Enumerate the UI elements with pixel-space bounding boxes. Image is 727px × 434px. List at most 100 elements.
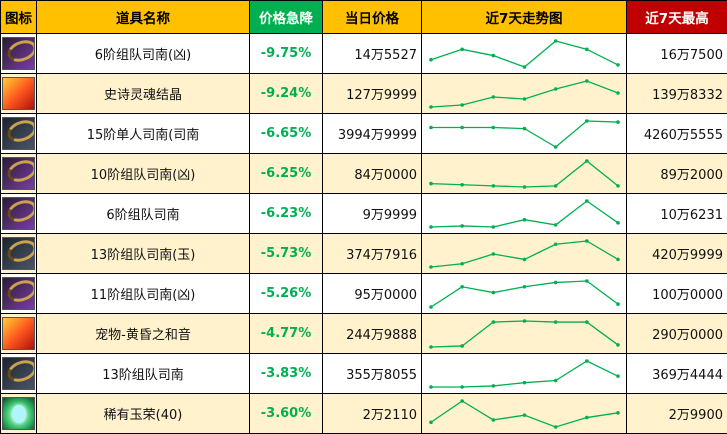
trend-line (430, 279, 618, 308)
7day-max-price: 290万0000 (626, 313, 727, 354)
trend-cell (421, 153, 627, 194)
7day-max-price: 369万4444 (626, 353, 727, 394)
trend-line (430, 39, 618, 68)
7day-max-price: 420万9999 (626, 233, 727, 274)
trend-point (584, 278, 589, 283)
purple-armor-icon (2, 157, 35, 190)
trend-point (615, 301, 620, 306)
trend-line (430, 119, 618, 148)
trend-point (522, 318, 526, 323)
trend-point (584, 198, 589, 203)
trend-point (491, 383, 495, 388)
trend-point (553, 222, 557, 227)
table-row: 11阶组队司南(凶) -5.26% 95万0000 100万0000 (0, 273, 727, 314)
trend-point (459, 102, 464, 107)
price-drop: -5.26% (249, 273, 323, 314)
trend-point (584, 415, 589, 419)
icon-cell (0, 273, 37, 314)
table-row: 6阶组队司南(凶) -9.75% 14万5527 16万7500 (0, 33, 727, 74)
trend-cell (421, 73, 627, 114)
trend-point (491, 94, 495, 99)
trend-point (522, 217, 526, 222)
today-price: 95万0000 (322, 273, 422, 314)
trend-point (522, 284, 526, 289)
trend-cell (421, 113, 627, 154)
trend-sparkline (428, 238, 620, 269)
item-name: 6阶组队司南(凶) (36, 33, 250, 74)
header-7day-trend: 近7天走势图 (421, 0, 627, 34)
today-price: 2万2110 (322, 393, 422, 434)
price-drop: -9.75% (249, 33, 323, 74)
trend-point (459, 261, 464, 266)
item-name: 6阶组队司南 (36, 193, 250, 234)
trend-sparkline (428, 38, 620, 69)
trend-point (428, 104, 433, 109)
dark-armor-icon (2, 237, 35, 270)
today-price: 355万8055 (322, 353, 422, 394)
7day-max-price: 10万6231 (626, 193, 727, 234)
trend-point (615, 90, 620, 95)
trend-point (428, 304, 433, 309)
item-name: 11阶组队司南(凶) (36, 273, 250, 314)
trend-line (430, 79, 618, 108)
trend-cell (421, 273, 627, 314)
icon-cell (0, 233, 37, 274)
trend-point (584, 47, 589, 51)
trend-point (584, 158, 589, 163)
trend-cell (421, 393, 627, 434)
table-row: 13阶组队司南 -3.83% 355万8055 369万4444 (0, 353, 727, 394)
trend-point (428, 419, 433, 424)
trend-point (553, 319, 557, 324)
purple-armor-icon (2, 277, 35, 310)
icon-cell (0, 113, 37, 154)
icon-cell (0, 193, 37, 234)
trend-point (428, 264, 433, 269)
price-drop: -6.23% (249, 193, 323, 234)
header-icon: 图标 (0, 0, 37, 34)
trend-sparkline (428, 358, 620, 389)
trend-point (459, 182, 464, 187)
trend-line (430, 239, 618, 268)
trend-point (615, 119, 620, 124)
trend-point (491, 183, 495, 188)
trend-point (553, 241, 557, 246)
icon-cell (0, 153, 37, 194)
trend-point (491, 53, 495, 57)
trend-point (491, 251, 495, 256)
trend-line (430, 159, 618, 188)
trend-sparkline (428, 78, 620, 109)
today-price: 244万9888 (322, 313, 422, 354)
item-name: 史诗灵魂结晶 (36, 73, 250, 114)
trend-point (553, 378, 557, 382)
trend-point (428, 384, 433, 389)
price-drop: -4.77% (249, 313, 323, 354)
trend-point (522, 412, 526, 417)
today-price: 374万7916 (322, 233, 422, 274)
header-today-price: 当日价格 (322, 0, 422, 34)
trend-point (522, 257, 526, 261)
purple-armor-icon (2, 37, 35, 70)
today-price: 14万5527 (322, 33, 422, 74)
trend-point (522, 126, 526, 130)
today-price: 84万0000 (322, 153, 422, 194)
trend-point (553, 424, 557, 429)
7day-max-price: 100万0000 (626, 273, 727, 314)
purple-armor-icon (2, 197, 35, 230)
item-name: 13阶组队司南 (36, 353, 250, 394)
trend-cell (421, 233, 627, 274)
trend-point (522, 96, 526, 101)
icon-cell (0, 73, 37, 114)
trend-point (615, 410, 620, 415)
icon-cell (0, 393, 37, 434)
green-gem-icon (2, 397, 35, 430)
trend-sparkline (428, 158, 620, 189)
table-row: 宠物-黄昏之和音 -4.77% 244万9888 290万0000 (0, 313, 727, 354)
today-price: 9万9999 (322, 193, 422, 234)
trend-line (430, 319, 618, 348)
item-name: 10阶组队司南(凶) (36, 153, 250, 194)
trend-point (428, 57, 433, 62)
trend-point (522, 380, 526, 384)
7day-max-price: 89万2000 (626, 153, 727, 194)
7day-max-price: 16万7500 (626, 33, 727, 74)
